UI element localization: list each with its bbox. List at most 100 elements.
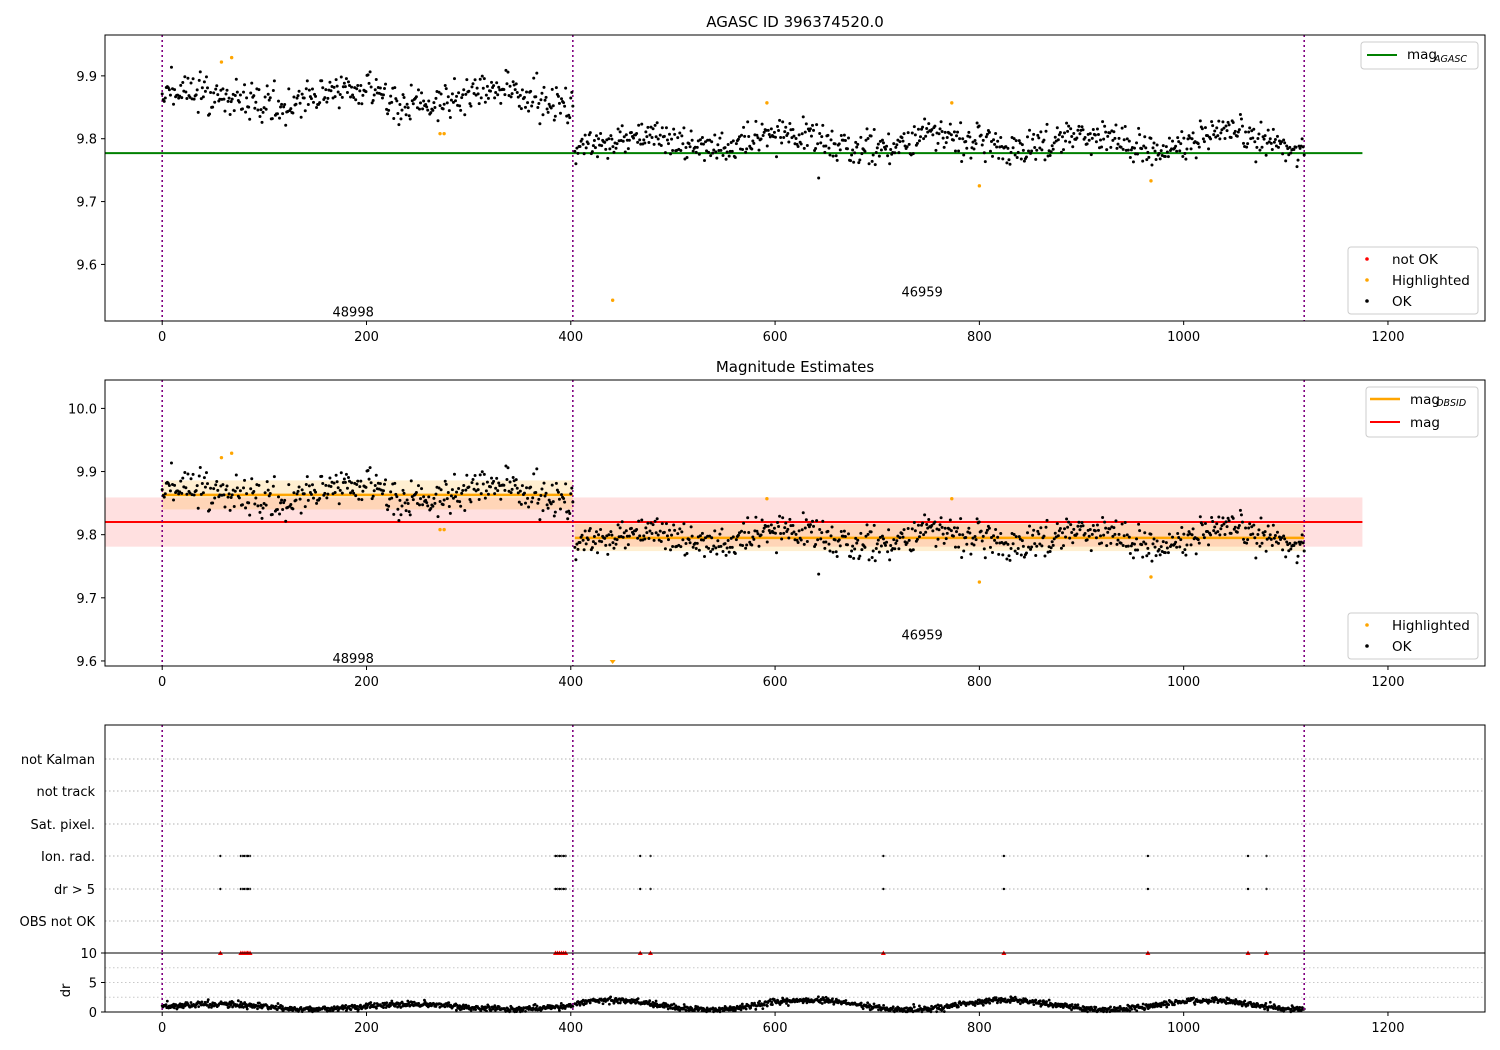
dr-point xyxy=(389,1004,392,1008)
data-point xyxy=(549,106,553,110)
data-point xyxy=(816,142,820,146)
data-point xyxy=(678,527,682,531)
data-point xyxy=(168,489,172,493)
data-point xyxy=(192,493,196,497)
data-point xyxy=(1153,545,1157,549)
data-point xyxy=(838,148,842,152)
data-point xyxy=(1065,121,1069,125)
data-point xyxy=(249,91,253,95)
data-point xyxy=(502,483,506,487)
flag-event-point xyxy=(241,887,245,891)
data-point xyxy=(1246,142,1250,146)
data-point xyxy=(1125,533,1129,537)
dr-point xyxy=(785,1002,788,1005)
data-point xyxy=(1266,524,1270,528)
dr-point xyxy=(1009,995,1013,999)
data-point xyxy=(257,483,261,487)
data-point xyxy=(913,529,917,533)
data-point xyxy=(439,488,443,492)
data-point xyxy=(1145,554,1149,558)
data-point xyxy=(212,91,216,95)
data-point xyxy=(887,528,891,532)
data-point xyxy=(514,478,518,482)
data-point xyxy=(668,528,672,532)
data-point xyxy=(281,112,285,116)
data-point xyxy=(1037,136,1041,140)
data-point xyxy=(766,524,770,528)
data-point xyxy=(229,495,233,499)
data-point xyxy=(557,497,561,501)
data-point xyxy=(1183,152,1187,156)
data-point xyxy=(484,489,488,493)
data-point xyxy=(464,92,468,96)
data-point xyxy=(760,518,764,522)
data-point xyxy=(1058,131,1062,135)
data-point xyxy=(967,130,971,134)
data-point xyxy=(873,163,877,167)
dr-point xyxy=(744,1007,748,1011)
data-point xyxy=(345,91,349,95)
data-point xyxy=(971,536,975,540)
data-point xyxy=(1014,139,1018,143)
data-point xyxy=(517,500,521,504)
data-point xyxy=(420,91,424,95)
data-point xyxy=(431,504,435,508)
data-point xyxy=(1198,515,1202,519)
data-point xyxy=(1078,528,1082,532)
data-point xyxy=(621,535,625,539)
data-point xyxy=(1090,136,1094,140)
y-tick-label: 9.9 xyxy=(76,70,97,85)
data-point xyxy=(373,88,377,92)
data-point xyxy=(229,100,233,104)
data-point xyxy=(660,126,664,130)
data-point xyxy=(1033,146,1037,150)
dr-point xyxy=(636,997,640,1001)
data-point xyxy=(624,133,628,137)
dr-point xyxy=(1295,1005,1299,1009)
data-point xyxy=(991,550,995,554)
data-point xyxy=(185,492,189,496)
data-point xyxy=(881,141,885,145)
data-point xyxy=(464,488,468,492)
data-point xyxy=(923,117,927,121)
data-point xyxy=(1247,526,1251,530)
flag-event-point xyxy=(882,887,885,891)
data-point xyxy=(503,93,507,97)
data-point xyxy=(828,549,832,553)
data-point xyxy=(315,501,319,505)
data-point xyxy=(302,492,306,496)
data-point xyxy=(713,133,717,137)
data-point xyxy=(543,494,547,498)
dr-point xyxy=(455,1008,458,1012)
data-point xyxy=(546,506,550,510)
data-point xyxy=(898,536,902,540)
data-point xyxy=(756,136,760,140)
data-point xyxy=(809,134,813,138)
data-point xyxy=(663,547,667,551)
data-point xyxy=(618,526,622,530)
data-point xyxy=(1250,525,1254,529)
data-point xyxy=(1288,541,1292,545)
flag-row-label: OBS not OK xyxy=(20,915,96,930)
data-point xyxy=(1094,536,1098,540)
data-point xyxy=(800,528,804,532)
dr-point xyxy=(344,1003,348,1007)
flag-event-point xyxy=(246,854,250,858)
data-point xyxy=(697,548,701,552)
y-tick-label: 5 xyxy=(89,977,97,992)
data-point xyxy=(1142,144,1146,148)
data-point xyxy=(994,527,998,531)
data-point xyxy=(1076,128,1080,132)
data-point xyxy=(205,482,209,486)
data-point xyxy=(259,108,263,112)
data-point xyxy=(977,520,981,524)
data-point xyxy=(1240,124,1244,128)
data-point xyxy=(1106,134,1110,138)
data-point xyxy=(1217,119,1221,123)
data-point xyxy=(707,546,711,550)
data-point xyxy=(1282,138,1286,142)
dr-point xyxy=(666,1007,670,1011)
dr-point xyxy=(1206,1001,1210,1005)
data-point xyxy=(1111,138,1115,142)
